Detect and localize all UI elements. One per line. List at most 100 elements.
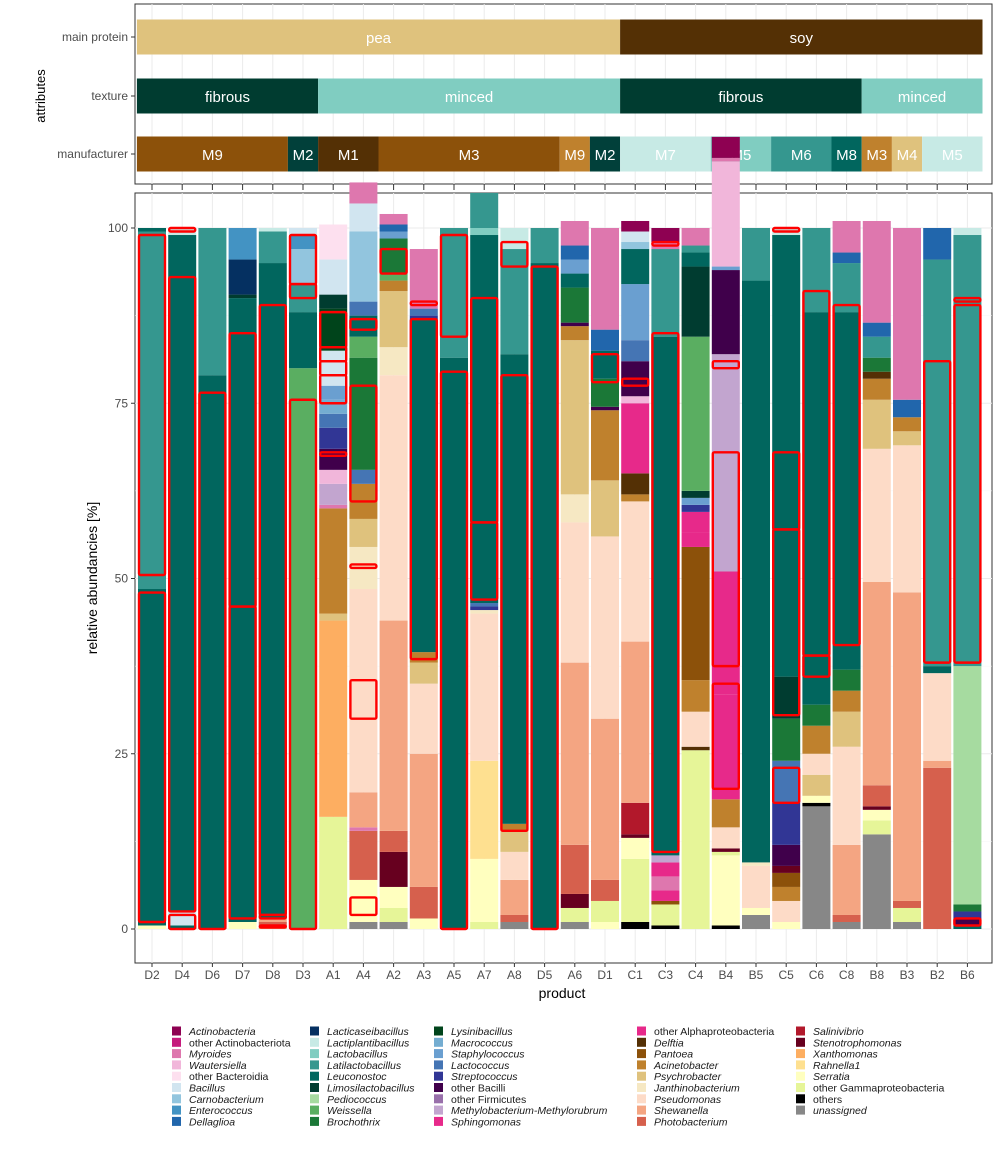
bar-segment	[349, 231, 378, 302]
y-tick-label: 75	[115, 396, 129, 410]
x-tick-label: B3	[900, 968, 915, 982]
bar-segment	[319, 308, 348, 351]
x-tick-label: D8	[265, 968, 281, 982]
legend-label: Wautersiella	[189, 1060, 247, 1072]
x-tick-label: D5	[537, 968, 553, 982]
x-tick-label: D7	[235, 968, 251, 982]
bar-segment	[349, 182, 378, 204]
highlight-box	[711, 451, 740, 668]
bar-segment	[862, 582, 891, 786]
bar-segment	[530, 263, 559, 929]
bar-segment	[923, 760, 952, 768]
bar-segment	[349, 830, 378, 880]
bar-segment	[651, 900, 680, 905]
bar-segment	[591, 718, 619, 880]
bar-segment	[711, 571, 740, 695]
bar-segment	[319, 448, 348, 470]
x-tick-label: A3	[416, 968, 431, 982]
bar-segment	[591, 329, 619, 351]
legend-label: Staphylococcus	[451, 1049, 525, 1061]
bar-segment	[470, 610, 499, 614]
bar-segment	[711, 354, 740, 572]
bar-segment	[470, 858, 499, 922]
bar-segment	[893, 431, 921, 446]
legend-label: Xanthomonas	[812, 1049, 879, 1061]
bar-segment	[681, 252, 710, 267]
highlight-box	[923, 359, 952, 664]
bar-segment	[379, 375, 408, 621]
bar-segment	[711, 848, 740, 852]
bar-segment	[560, 326, 589, 341]
bar-segment	[138, 925, 166, 929]
bar-segment	[621, 641, 650, 803]
bar-segment	[258, 918, 287, 922]
x-tick-label: A5	[447, 968, 462, 982]
highlight-box	[439, 370, 469, 931]
bar-segment	[560, 662, 589, 845]
attribute-segment	[136, 136, 288, 172]
bar-segment	[802, 753, 831, 775]
legend-label: Salinivibrio	[813, 1026, 864, 1038]
attribute-segment	[136, 19, 621, 55]
bar-segment	[319, 259, 348, 295]
attribute-segment	[378, 136, 560, 172]
legend-swatch	[637, 1037, 646, 1047]
attribute-segment	[861, 78, 983, 114]
attribute-segment-label: M6	[791, 147, 812, 164]
bar-segment	[349, 357, 378, 470]
bar-segment	[228, 294, 257, 299]
legend-swatch	[796, 1094, 805, 1104]
x-tick-label: B8	[869, 968, 884, 982]
bar-segment	[409, 249, 438, 309]
bar-segment	[711, 157, 740, 162]
legend-label: Dellaglioa	[189, 1116, 235, 1128]
highlight-box	[439, 233, 469, 338]
main-plot-panel: 0 25 50 75 100 D2 D4 D6 D7 D8 D3 A1 A4 A2 A3 A5 A7 A8 D5 A…	[84, 136, 993, 1001]
bar-segment	[379, 907, 408, 922]
legend-label: Pantoea	[654, 1049, 693, 1061]
legend-swatch	[172, 1049, 181, 1059]
legend-swatch	[637, 1105, 646, 1115]
bar-segment	[379, 851, 408, 887]
bar-segment	[349, 301, 378, 316]
bar-segment	[681, 336, 710, 491]
highlight-box	[198, 391, 227, 931]
attribute-segment	[620, 78, 862, 114]
bar-segment	[379, 291, 408, 348]
highlight-box	[772, 766, 801, 805]
legend-label: Pediococcus	[327, 1094, 387, 1106]
bar-segment	[560, 273, 589, 288]
bar-segment	[379, 224, 408, 232]
legend-swatch	[796, 1071, 805, 1081]
bar-segment	[953, 918, 982, 926]
legend-swatch	[434, 1049, 443, 1059]
legend-label: Lactobacillus	[327, 1049, 388, 1061]
highlight-box	[953, 303, 982, 664]
bar-segment	[258, 228, 287, 232]
legend-label: Shewanella	[654, 1105, 708, 1117]
bar-segment	[258, 263, 287, 919]
y-tick-label: 50	[115, 572, 129, 586]
highlight-box	[167, 226, 197, 233]
bar-segment	[772, 844, 801, 866]
bar-segment	[862, 322, 891, 337]
bar-segment	[802, 774, 831, 796]
legend-swatch	[434, 1060, 443, 1070]
bar-segment	[379, 280, 408, 292]
attribute-segment-label: M5	[942, 147, 963, 164]
bar-segment	[621, 494, 650, 502]
bar-segment	[409, 753, 438, 887]
attribute-segment	[318, 136, 379, 172]
bar-segment	[560, 220, 589, 246]
bar-segment	[923, 259, 952, 667]
bar-segment	[470, 921, 499, 929]
bar-segment	[651, 904, 680, 926]
bar-segment	[772, 865, 801, 873]
legend-label: other Gammaproteobacteria	[813, 1083, 944, 1095]
attribute-segment	[620, 19, 983, 55]
attribute-segment-label: M8	[836, 147, 857, 164]
legend-label: Photobacterium	[654, 1116, 728, 1128]
bar-segment	[409, 886, 438, 919]
bar-segment	[621, 834, 650, 838]
bar-segment	[470, 606, 499, 611]
